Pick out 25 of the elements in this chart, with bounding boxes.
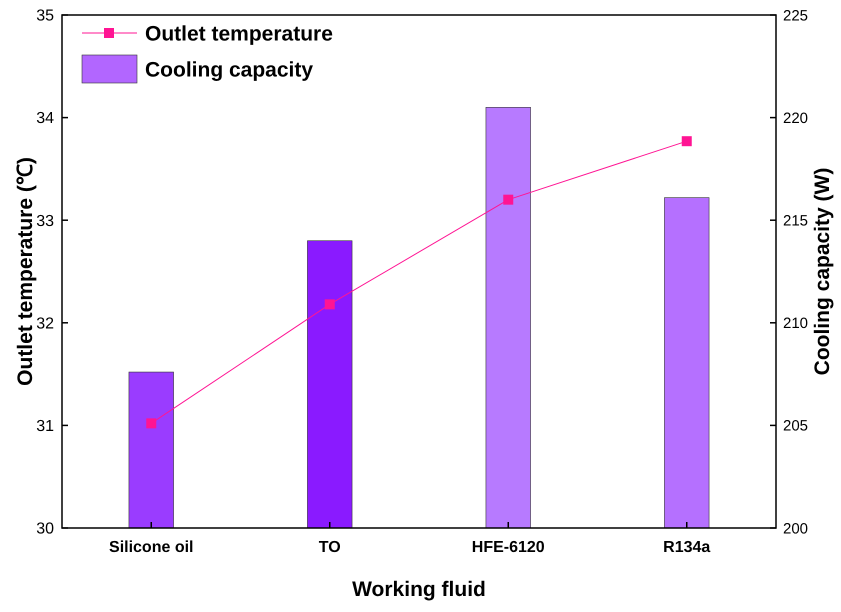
y-tick-label: 31	[36, 418, 54, 435]
y-axis-title: Outlet temperature (℃)	[14, 157, 37, 386]
y2-tick-label: 200	[783, 520, 808, 538]
y2-tick-label: 205	[783, 418, 808, 435]
x-tick-label: HFE-6120	[472, 539, 545, 556]
point	[682, 136, 692, 146]
legend-label: Outlet temperature	[145, 22, 333, 46]
point	[503, 194, 514, 205]
legend-label: Cooling capacity	[145, 58, 314, 82]
x-tick-label: Silicone oil	[109, 539, 194, 556]
y-tick-label: 35	[36, 8, 54, 25]
y-tick-label: 32	[36, 315, 54, 332]
y-tick-label: 33	[36, 212, 54, 230]
x-axis-title: Working fluid	[352, 578, 486, 601]
point	[324, 299, 335, 310]
point	[146, 418, 156, 428]
y2-tick-label: 220	[783, 110, 808, 127]
y2-tick-label: 210	[783, 315, 808, 332]
x-tick-label: TO	[318, 539, 341, 556]
y-tick-label: 34	[36, 110, 54, 128]
y2-tick-label: 215	[783, 212, 808, 230]
y2-axis-title: Cooling capacity (W)	[811, 168, 834, 376]
x-tick-label: R134a	[663, 539, 710, 556]
y-tick-label: 30	[36, 520, 54, 538]
y2-tick-label: 225	[783, 7, 808, 24]
